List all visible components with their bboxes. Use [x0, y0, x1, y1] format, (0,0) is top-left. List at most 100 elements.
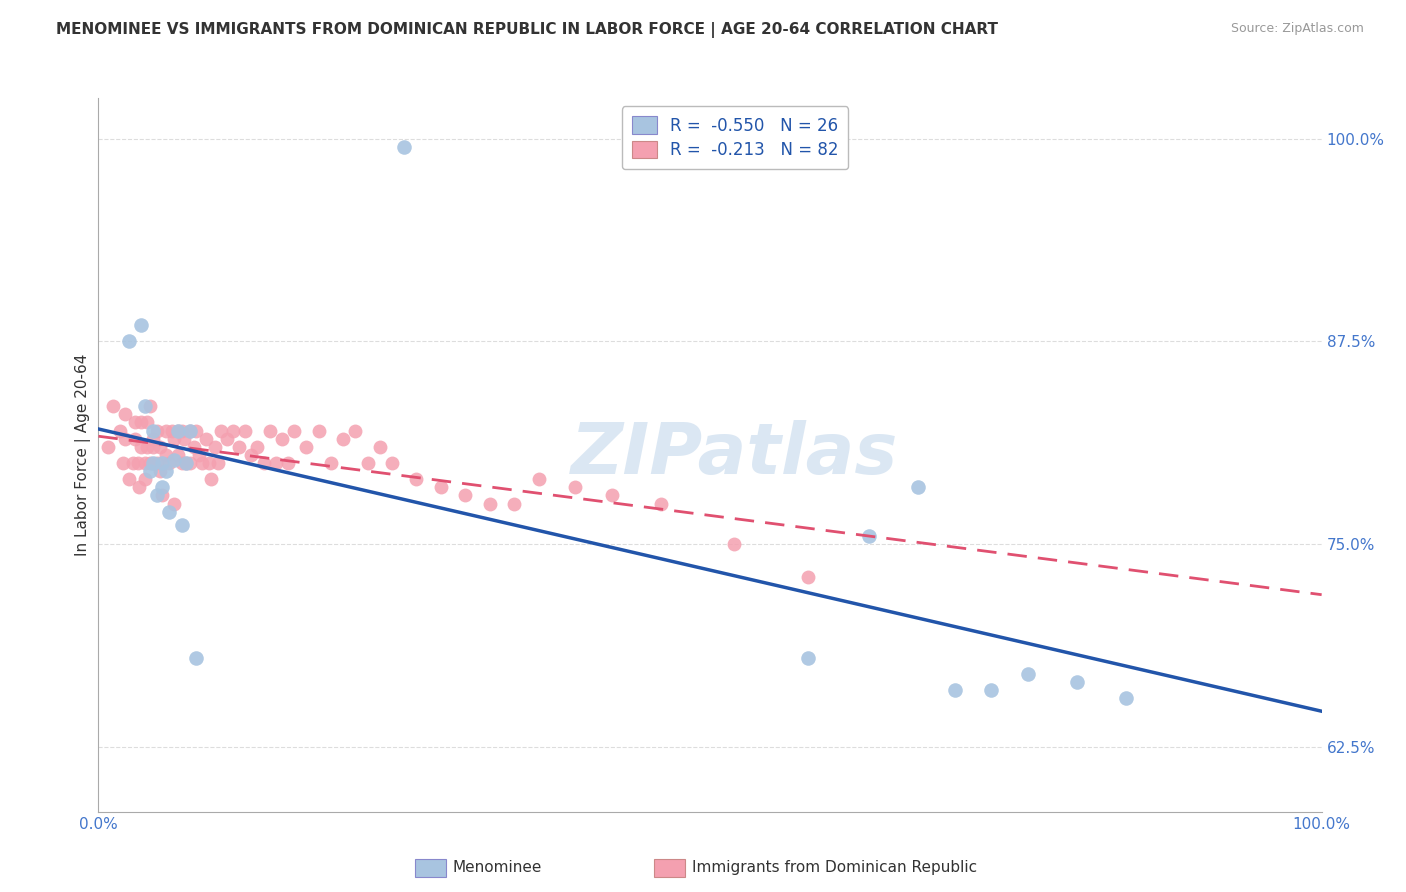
Point — [405, 472, 427, 486]
Point — [368, 440, 391, 454]
Point — [136, 416, 159, 430]
Point — [564, 480, 586, 494]
Point — [183, 440, 205, 454]
Point — [195, 432, 218, 446]
Point — [215, 432, 238, 446]
Point — [283, 424, 305, 438]
Point — [149, 440, 172, 454]
Point — [163, 497, 186, 511]
Point — [207, 456, 229, 470]
Point — [155, 464, 177, 478]
Point — [167, 424, 190, 438]
Y-axis label: In Labor Force | Age 20-64: In Labor Force | Age 20-64 — [76, 354, 91, 556]
Point — [252, 456, 274, 470]
Point — [124, 432, 146, 446]
Point — [118, 472, 141, 486]
Point — [176, 456, 198, 470]
Point — [157, 505, 180, 519]
Point — [146, 424, 169, 438]
Point — [176, 456, 198, 470]
Point — [723, 537, 745, 551]
Point — [167, 424, 190, 438]
Point — [142, 432, 165, 446]
Point — [129, 440, 152, 454]
Point — [167, 448, 190, 462]
Point — [980, 683, 1002, 698]
Point — [155, 448, 177, 462]
Point — [150, 456, 173, 470]
Point — [240, 448, 263, 462]
Point — [943, 683, 966, 698]
Point — [797, 650, 820, 665]
Point — [121, 456, 143, 470]
Point — [150, 488, 173, 502]
Text: Immigrants from Dominican Republic: Immigrants from Dominican Republic — [692, 861, 977, 875]
Point — [128, 480, 150, 494]
Text: MENOMINEE VS IMMIGRANTS FROM DOMINICAN REPUBLIC IN LABOR FORCE | AGE 20-64 CORRE: MENOMINEE VS IMMIGRANTS FROM DOMINICAN R… — [56, 22, 998, 38]
Point — [170, 424, 193, 438]
Text: ZIPatlas: ZIPatlas — [571, 420, 898, 490]
Point — [858, 529, 880, 543]
Point — [157, 456, 180, 470]
Point — [527, 472, 550, 486]
Point — [233, 424, 256, 438]
Legend: R =  -0.550   N = 26, R =  -0.213   N = 82: R = -0.550 N = 26, R = -0.213 N = 82 — [621, 106, 848, 169]
Point — [650, 497, 672, 511]
Point — [1066, 675, 1088, 690]
Point — [101, 399, 124, 413]
Point — [179, 424, 201, 438]
Point — [160, 424, 183, 438]
Point — [142, 424, 165, 438]
Point — [264, 456, 287, 470]
Point — [114, 432, 136, 446]
Point — [246, 440, 269, 454]
Point — [270, 432, 294, 446]
Point — [1017, 666, 1039, 681]
Point — [204, 440, 226, 454]
Point — [186, 650, 208, 665]
Point — [146, 488, 169, 502]
Point — [142, 440, 165, 454]
Point — [454, 488, 477, 502]
Point — [478, 497, 501, 511]
Point — [191, 456, 214, 470]
Point — [111, 456, 134, 470]
Point — [179, 456, 201, 470]
Point — [129, 416, 152, 430]
Point — [797, 569, 820, 583]
Point — [163, 432, 186, 446]
Point — [308, 424, 330, 438]
Point — [503, 497, 526, 511]
Point — [295, 440, 318, 454]
Point — [222, 424, 245, 438]
Point — [139, 399, 162, 413]
Point — [228, 440, 250, 454]
Text: Menominee: Menominee — [453, 861, 543, 875]
Point — [136, 440, 159, 454]
Point — [381, 456, 404, 470]
Point — [200, 472, 222, 486]
Point — [134, 456, 156, 470]
Point — [179, 424, 201, 438]
Point — [129, 318, 152, 333]
Point — [170, 517, 193, 532]
Point — [155, 424, 177, 438]
Point — [186, 424, 208, 438]
Point — [134, 472, 156, 486]
Point — [356, 456, 378, 470]
Point — [332, 432, 354, 446]
Point — [150, 480, 173, 494]
Point — [187, 448, 209, 462]
Point — [124, 416, 146, 430]
Point — [430, 480, 453, 494]
Point — [142, 456, 165, 470]
Point — [197, 456, 219, 470]
Point — [139, 456, 162, 470]
Point — [127, 456, 149, 470]
Point — [118, 334, 141, 349]
Point — [173, 432, 195, 446]
Point — [170, 456, 193, 470]
Point — [209, 424, 232, 438]
Text: Source: ZipAtlas.com: Source: ZipAtlas.com — [1230, 22, 1364, 36]
Point — [392, 140, 416, 154]
